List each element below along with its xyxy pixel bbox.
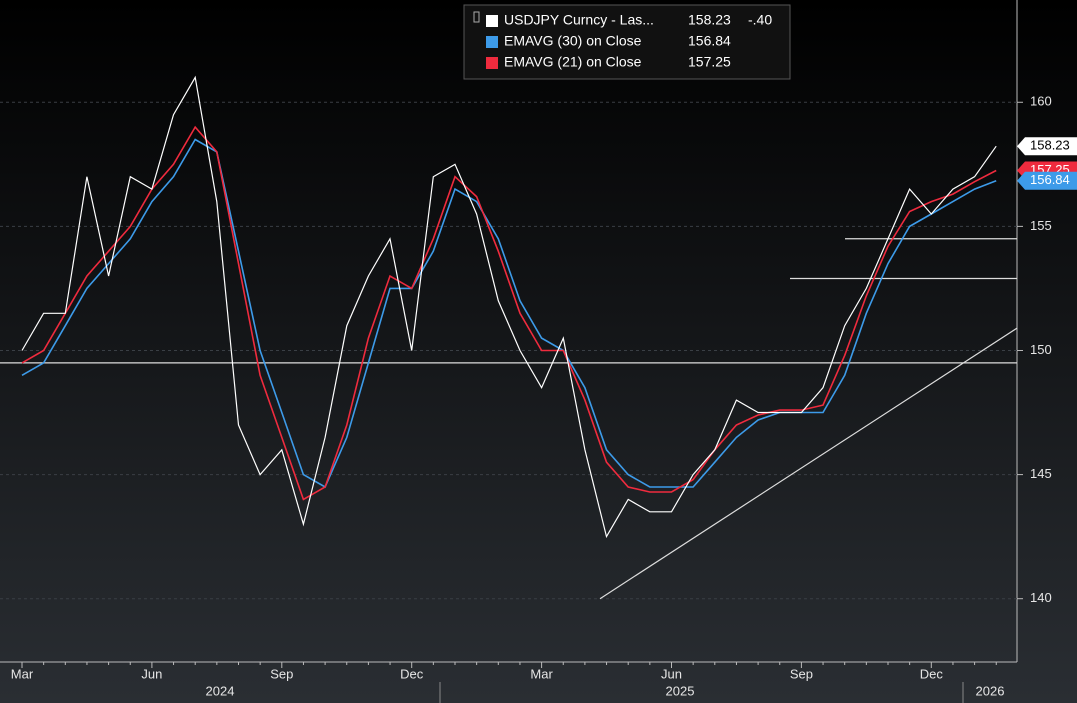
- value-tag: [1017, 171, 1077, 190]
- legend-box: [463, 4, 791, 80]
- legend-swatch: [486, 57, 498, 69]
- legend-change: -.40: [748, 12, 772, 28]
- legend-swatch: [486, 15, 498, 27]
- year-label: 2025: [666, 683, 695, 698]
- legend-value: 157.25: [688, 54, 731, 70]
- trend-line: [599, 327, 1018, 600]
- x-tick-label: Sep: [270, 666, 293, 681]
- x-tick-label: Jun: [661, 666, 682, 681]
- legend-value: 156.84: [688, 33, 731, 49]
- year-label: 2024: [206, 683, 235, 698]
- y-tick-label: 155: [1030, 218, 1052, 233]
- legend-swatch: [486, 36, 498, 48]
- year-label: 2026: [976, 683, 1005, 698]
- axes: 140 145 150 155 160 Mar Jun Sep Dec Mar Jun Sep Dec 2…: [11, 94, 1077, 703]
- y-tick-label: 160: [1030, 94, 1052, 109]
- legend-label: USDJPY Curncy - Las...: [504, 12, 654, 28]
- value-tag: [1017, 137, 1077, 156]
- x-tick-label: Sep: [790, 666, 813, 681]
- value-tag-label: 158.23: [1030, 138, 1070, 153]
- legend-collapse: [473, 11, 480, 23]
- y-tick-label: 145: [1030, 466, 1052, 481]
- grid: [0, 101, 1017, 600]
- legend-value: 158.23: [688, 12, 731, 28]
- price-line: [21, 75, 997, 539]
- y-tick-label: 150: [1030, 342, 1052, 357]
- legend-label: EMAVG (21) on Close: [504, 54, 642, 70]
- value-tag-label: 156.84: [1030, 172, 1070, 187]
- legend: USDJPY Curncy - Las... 158.23 -.40 EMAVG (3…: [463, 4, 791, 80]
- y-tick-label: 140: [1030, 590, 1052, 605]
- ema-line: [21, 138, 997, 489]
- ema-line: [21, 125, 997, 501]
- x-tick-label: Mar: [530, 666, 553, 681]
- plot: [0, 75, 1018, 600]
- x-tick-label: Dec: [920, 666, 944, 681]
- legend-label: EMAVG (30) on Close: [504, 33, 642, 49]
- x-tick-label: Mar: [11, 666, 34, 681]
- x-tick-label: Dec: [400, 666, 424, 681]
- x-tick-label: Jun: [141, 666, 162, 681]
